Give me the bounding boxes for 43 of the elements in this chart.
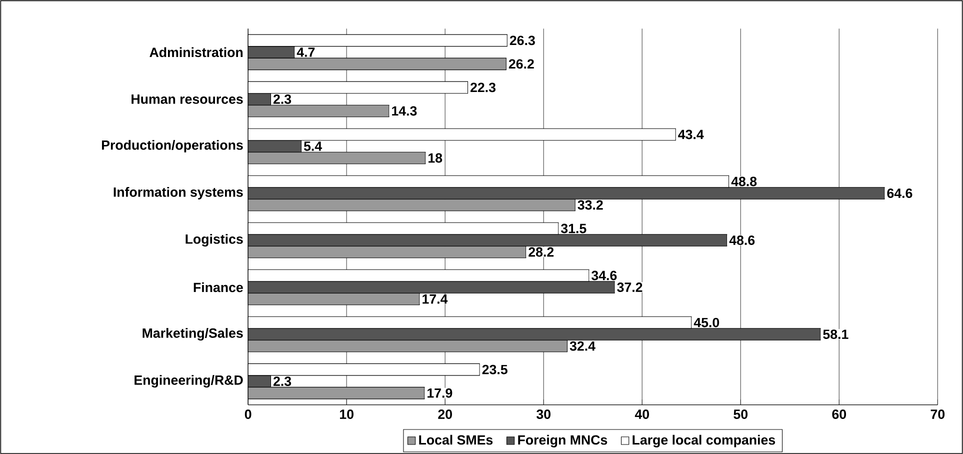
data-label: 64.6 — [887, 188, 912, 198]
x-tick-label: 70 — [930, 409, 945, 419]
y-tick-label: Finance — [194, 282, 243, 292]
data-label: 2.3 — [273, 94, 292, 104]
data-label: 26.3 — [510, 36, 535, 46]
y-tick-label: Logistics — [186, 234, 243, 246]
y-tick-label: Human resources — [132, 94, 243, 104]
x-tick-label: 20 — [438, 409, 452, 419]
y-tick-label: Information systems — [114, 186, 243, 200]
x-tick-label: 0 — [244, 409, 252, 419]
y-tick-label: Production/operations — [102, 140, 243, 152]
data-label: 22.3 — [470, 82, 496, 92]
data-label: 18 — [428, 153, 442, 163]
x-tick-label: 40 — [634, 409, 650, 419]
legend-label: Large local companies — [632, 434, 776, 448]
data-label: 4.7 — [296, 48, 315, 57]
data-label: 26.2 — [508, 59, 534, 69]
legend-label: Local SMEs — [419, 434, 493, 445]
data-label: 17.4 — [422, 294, 448, 304]
y-tick-label: Engineering/R&D — [134, 374, 243, 388]
data-label: 28.2 — [528, 247, 554, 257]
data-label: 33.2 — [578, 200, 603, 210]
data-label: 34.6 — [592, 270, 617, 280]
data-label: 58.1 — [823, 329, 848, 339]
x-tick-label: 50 — [734, 409, 748, 419]
y-tick-label: Administration — [150, 47, 243, 58]
data-label: 37.2 — [617, 282, 642, 292]
data-label: 17.9 — [428, 388, 452, 398]
x-tick-label: 30 — [536, 409, 550, 419]
data-label: 31.5 — [560, 224, 586, 234]
data-label: 14.3 — [392, 106, 417, 116]
x-tick-label: 60 — [832, 409, 846, 419]
data-label: 5.4 — [304, 141, 322, 151]
data-label: 23.5 — [482, 364, 508, 374]
x-tick-label: 10 — [340, 409, 354, 419]
data-label: 48.8 — [731, 176, 757, 186]
data-label: 2.3 — [273, 376, 292, 386]
data-label: 32.4 — [570, 341, 596, 351]
data-label: 45.0 — [694, 318, 720, 328]
data-label: 48.6 — [729, 235, 755, 245]
y-tick-label: Marketing/Sales — [142, 328, 243, 340]
legend-label: Foreign MNCs — [518, 434, 608, 448]
data-label: 43.4 — [678, 130, 704, 140]
